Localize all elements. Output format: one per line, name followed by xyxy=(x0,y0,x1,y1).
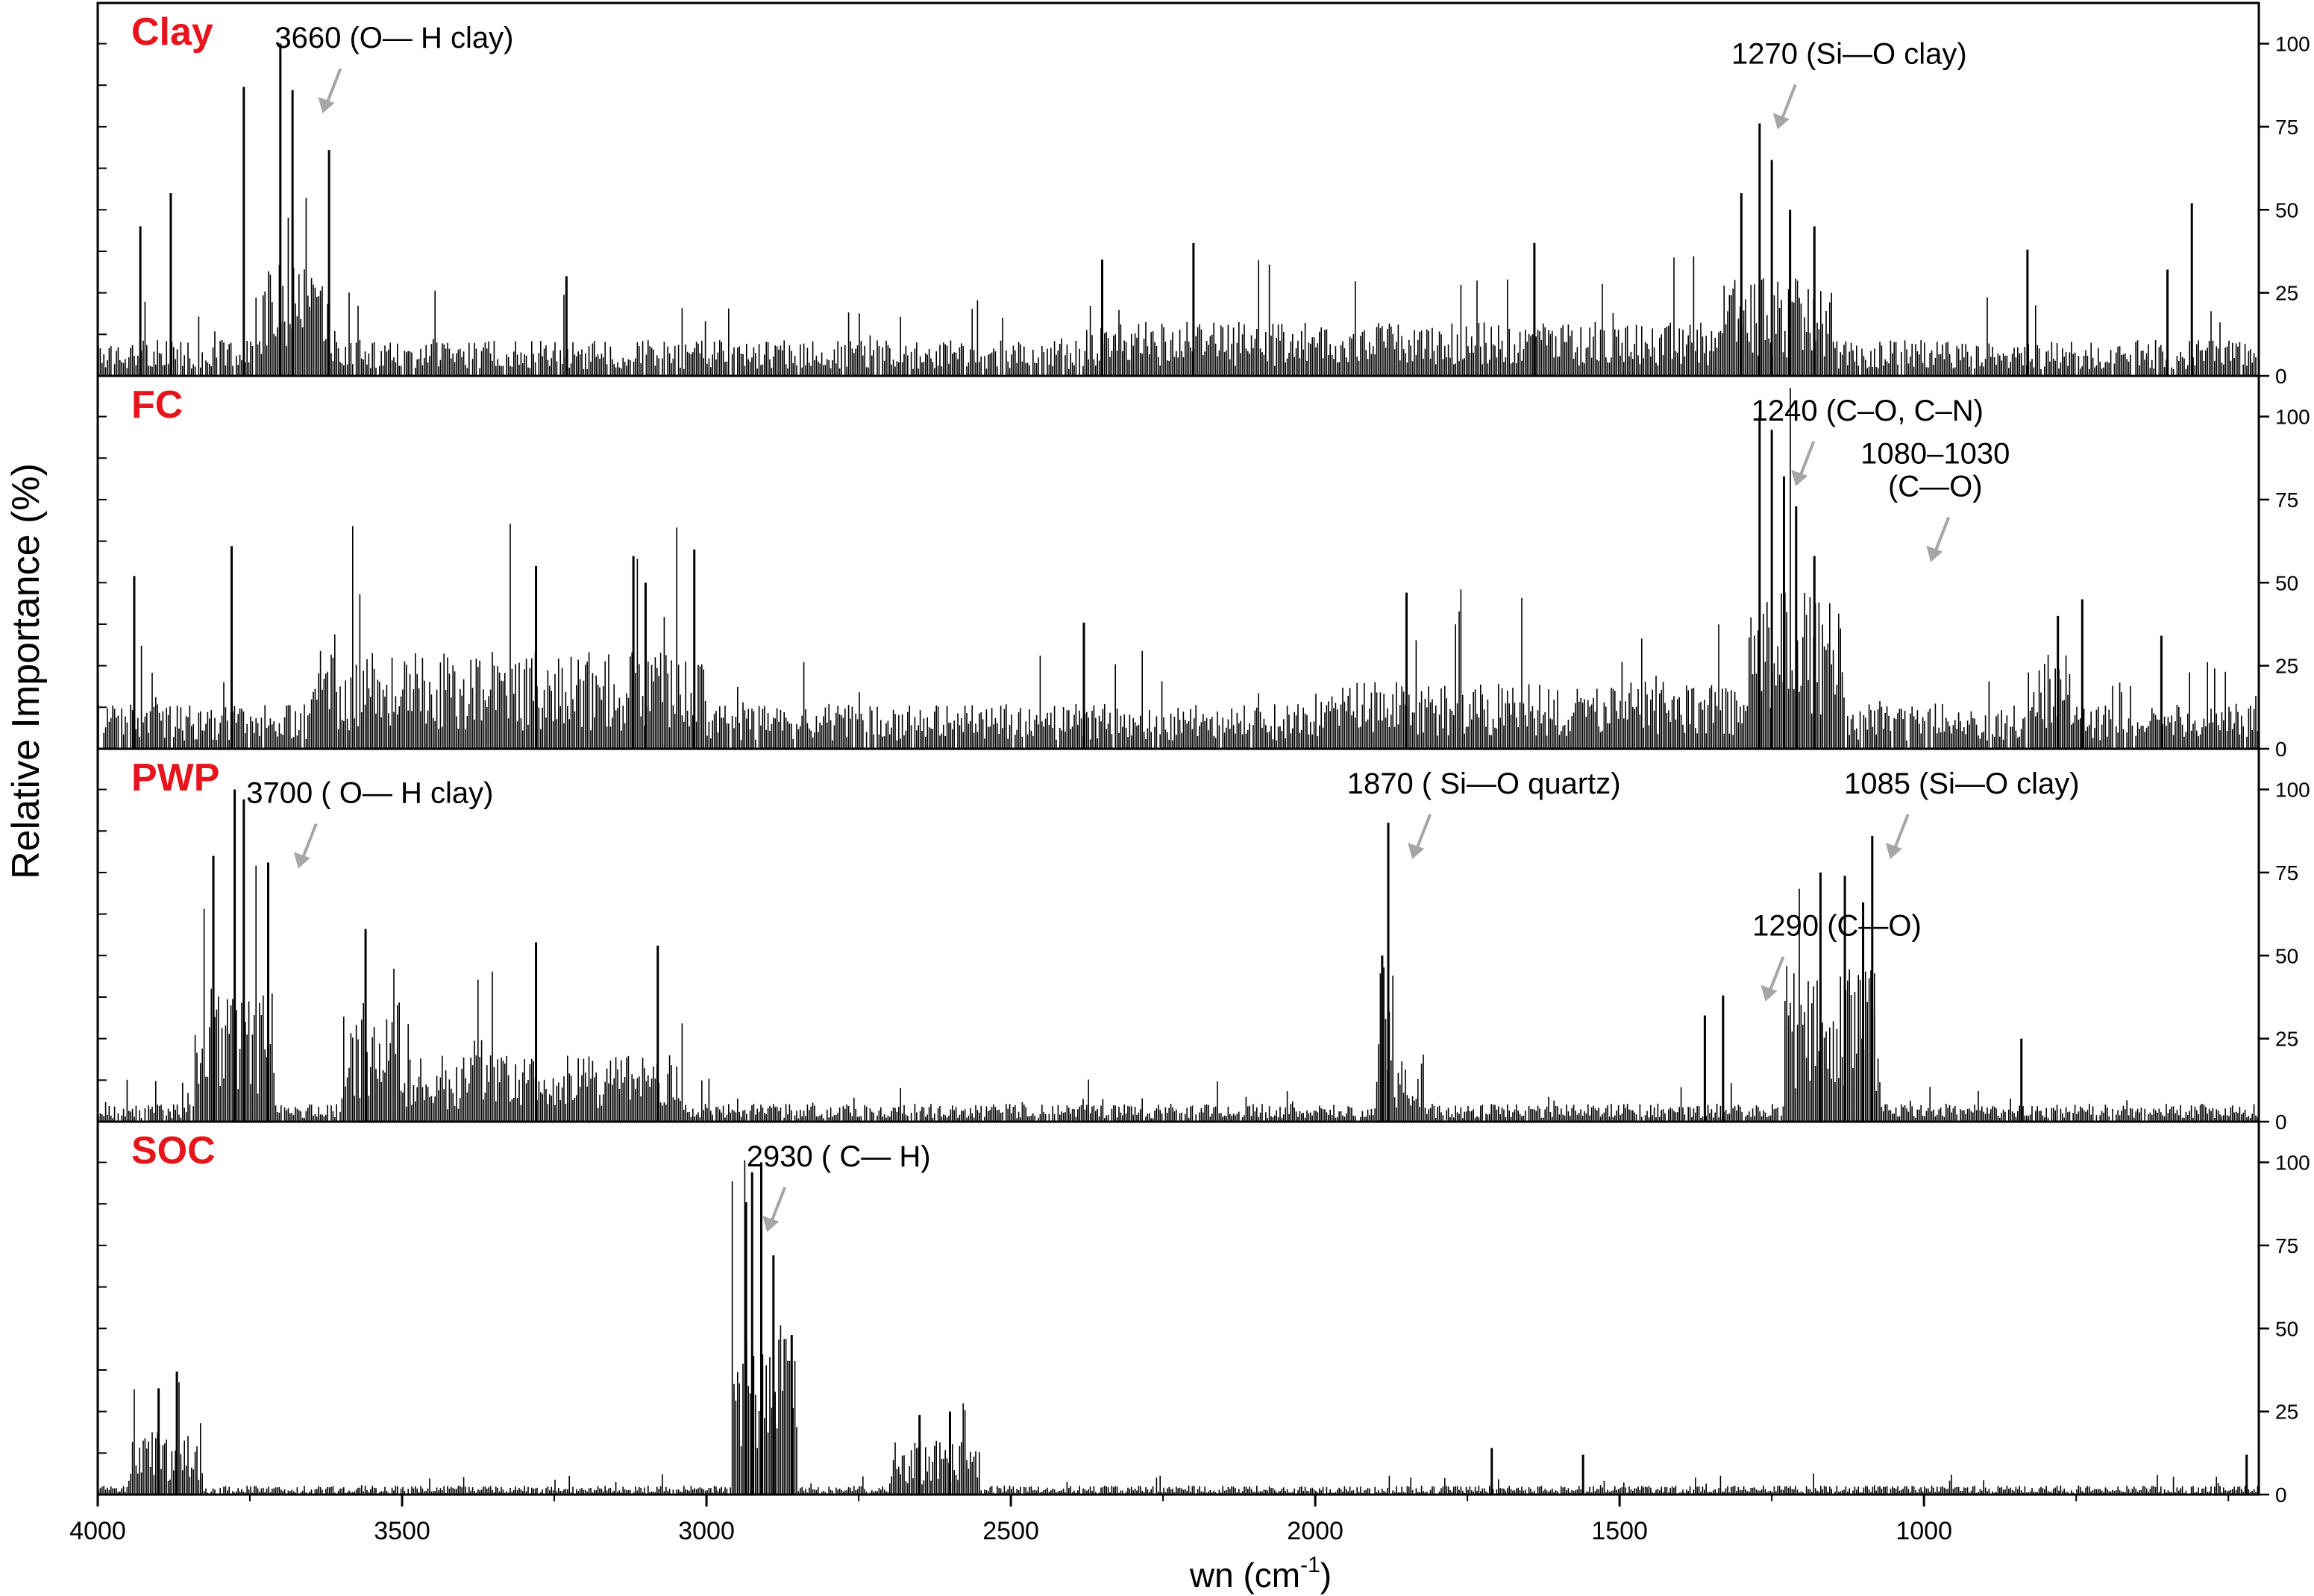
annotation-arrow xyxy=(1768,955,1785,992)
panel-soc: 0 25 50 75 100 SOC 2930 ( C— H) xyxy=(96,1120,2310,1507)
y-tick-label: 25 xyxy=(2275,282,2298,305)
annotation-label: 1085 (Si—O clay) xyxy=(1844,767,2080,800)
panel-bars xyxy=(98,789,2259,1122)
annotation-label: 1870 ( Si—O quartz) xyxy=(1347,767,1621,800)
annotation-arrowhead xyxy=(1772,113,1790,130)
y-tick-label: 25 xyxy=(2275,1401,2298,1424)
annotation-arrowhead xyxy=(1408,843,1425,859)
panel-frame xyxy=(96,374,2260,750)
panel-right-axis: 0 25 50 75 100 xyxy=(98,779,2310,1134)
x-tick-label: 4000 xyxy=(69,1517,126,1545)
peak-annotation: 1870 ( Si—O quartz) xyxy=(1347,767,1621,859)
panel-label: PWP xyxy=(131,756,219,799)
peak-annotation: 1085 (Si—O clay) xyxy=(1844,767,2080,859)
panel-label: FC xyxy=(131,383,183,427)
x-axis-title-main: wn (cm xyxy=(1189,1556,1300,1595)
annotation-arrowhead xyxy=(1760,984,1778,1002)
annotation-label: 3700 ( O— H clay) xyxy=(246,777,493,810)
peak-annotation: 3660 (O— H clay) xyxy=(275,22,514,113)
noise-bars xyxy=(98,198,2257,376)
panel-label: SOC xyxy=(131,1129,216,1172)
y-tick-label: 100 xyxy=(2275,406,2310,429)
peak-annotation: 1270 (Si—O clay) xyxy=(1731,37,1967,130)
x-tick-label: 2500 xyxy=(982,1517,1039,1545)
y-tick-label: 0 xyxy=(2275,365,2287,388)
noise-bars xyxy=(98,1160,2259,1495)
y-tick-label: 75 xyxy=(2275,116,2298,139)
panel-right-axis: 0 25 50 75 100 xyxy=(98,1152,2310,1507)
y-tick-label: 100 xyxy=(2275,779,2310,802)
panel-label: Clay xyxy=(131,10,213,54)
y-tick-label: 0 xyxy=(2275,1483,2287,1507)
y-tick-label: 75 xyxy=(2275,1234,2298,1257)
annotation-label: 3660 (O— H clay) xyxy=(275,22,513,54)
y-tick-label: 25 xyxy=(2275,655,2298,678)
annotation-label: 1240 (C–O, C–N) xyxy=(1752,395,1984,427)
panel-right-axis: 0 25 50 75 100 xyxy=(98,406,2310,761)
y-tick-label: 25 xyxy=(2275,1028,2298,1051)
y-tick-label: 0 xyxy=(2275,1110,2287,1134)
annotation-arrow xyxy=(301,823,318,859)
panel-bars xyxy=(98,1160,2259,1495)
annotation-arrowhead xyxy=(293,852,310,869)
peak-annotation: 3700 ( O— H clay) xyxy=(246,777,493,869)
annotation-arrowhead xyxy=(1791,470,1808,486)
annotation-arrow xyxy=(325,68,342,104)
y-tick-label: 75 xyxy=(2275,488,2298,512)
annotation-arrow xyxy=(1799,441,1816,477)
panel-bars xyxy=(98,43,2257,376)
annotation-arrow xyxy=(1415,814,1432,849)
x-axis-title-sup: -1 xyxy=(1300,1553,1320,1577)
annotation-arrow xyxy=(1780,84,1797,120)
y-tick-label: 100 xyxy=(2275,1152,2310,1175)
peak-annotation: 1240 (C–O, C–N) xyxy=(1752,395,1984,486)
panel-right-axis: 0 25 50 75 100 xyxy=(98,33,2310,388)
annotation-arrowhead xyxy=(1885,843,1902,859)
annotation-arrowhead xyxy=(762,1216,780,1232)
x-axis-title-suffix: ) xyxy=(1320,1556,1332,1595)
y-tick-label: 50 xyxy=(2275,571,2298,594)
y-tick-label: 50 xyxy=(2275,944,2298,967)
annotation-label: (C—O) xyxy=(1888,471,1983,503)
annotation-arrow xyxy=(770,1187,787,1222)
noise-bars xyxy=(98,865,2259,1122)
panel-clay: 0 25 50 75 100 Clay 3660 (O— H clay) 1270 (Si—O… xyxy=(96,1,2310,388)
panel-frame xyxy=(96,1120,2260,1496)
x-tick-label: 2000 xyxy=(1287,1517,1343,1545)
peak-annotation: 1290 (C—O) xyxy=(1752,910,1922,1002)
x-axis-title: wn (cm-1) xyxy=(1189,1553,1332,1595)
annotation-label: 1080–1030 xyxy=(1860,438,2010,471)
y-tick-label: 100 xyxy=(2275,33,2310,56)
peak-annotation: 1080–1030(C—O) xyxy=(1860,438,2010,562)
annotation-arrow xyxy=(1934,516,1951,553)
y-tick-label: 75 xyxy=(2275,861,2298,885)
y-axis-title: Relative Importance (%) xyxy=(4,463,48,879)
x-tick-label: 3000 xyxy=(678,1517,735,1545)
x-tick-label: 1000 xyxy=(1896,1517,1952,1545)
noise-bars xyxy=(98,388,2259,749)
panel-bars xyxy=(98,388,2259,749)
peak-annotation: 2930 ( C— H) xyxy=(747,1140,931,1232)
x-tick-label: 3500 xyxy=(374,1517,430,1545)
annotation-label: 2930 ( C— H) xyxy=(747,1140,931,1173)
y-tick-label: 0 xyxy=(2275,738,2287,761)
annotation-arrowhead xyxy=(1926,545,1943,562)
annotation-label: 1270 (Si—O clay) xyxy=(1731,37,1967,70)
annotation-arrowhead xyxy=(318,97,335,113)
y-tick-label: 50 xyxy=(2275,198,2298,222)
x-tick-label: 1500 xyxy=(1591,1517,1648,1545)
panel-fc: 0 25 50 75 100 FC 1240 (C–O, C–N) 1080–1030(C—O… xyxy=(96,374,2310,761)
chart-panels: 0 25 50 75 100 Clay 3660 (O— H clay) 1270 (Si—O… xyxy=(96,1,2310,1507)
y-tick-label: 50 xyxy=(2275,1317,2298,1340)
panel-pwp: 0 25 50 75 100 PWP 3700 ( O— H clay) 1870 ( Si—… xyxy=(96,747,2310,1134)
x-axis: 4000 3500 3000 2500 2000 1500 1000 xyxy=(69,1495,2230,1545)
annotation-arrow xyxy=(1893,814,1910,849)
annotation-label: 1290 (C—O) xyxy=(1752,910,1922,943)
